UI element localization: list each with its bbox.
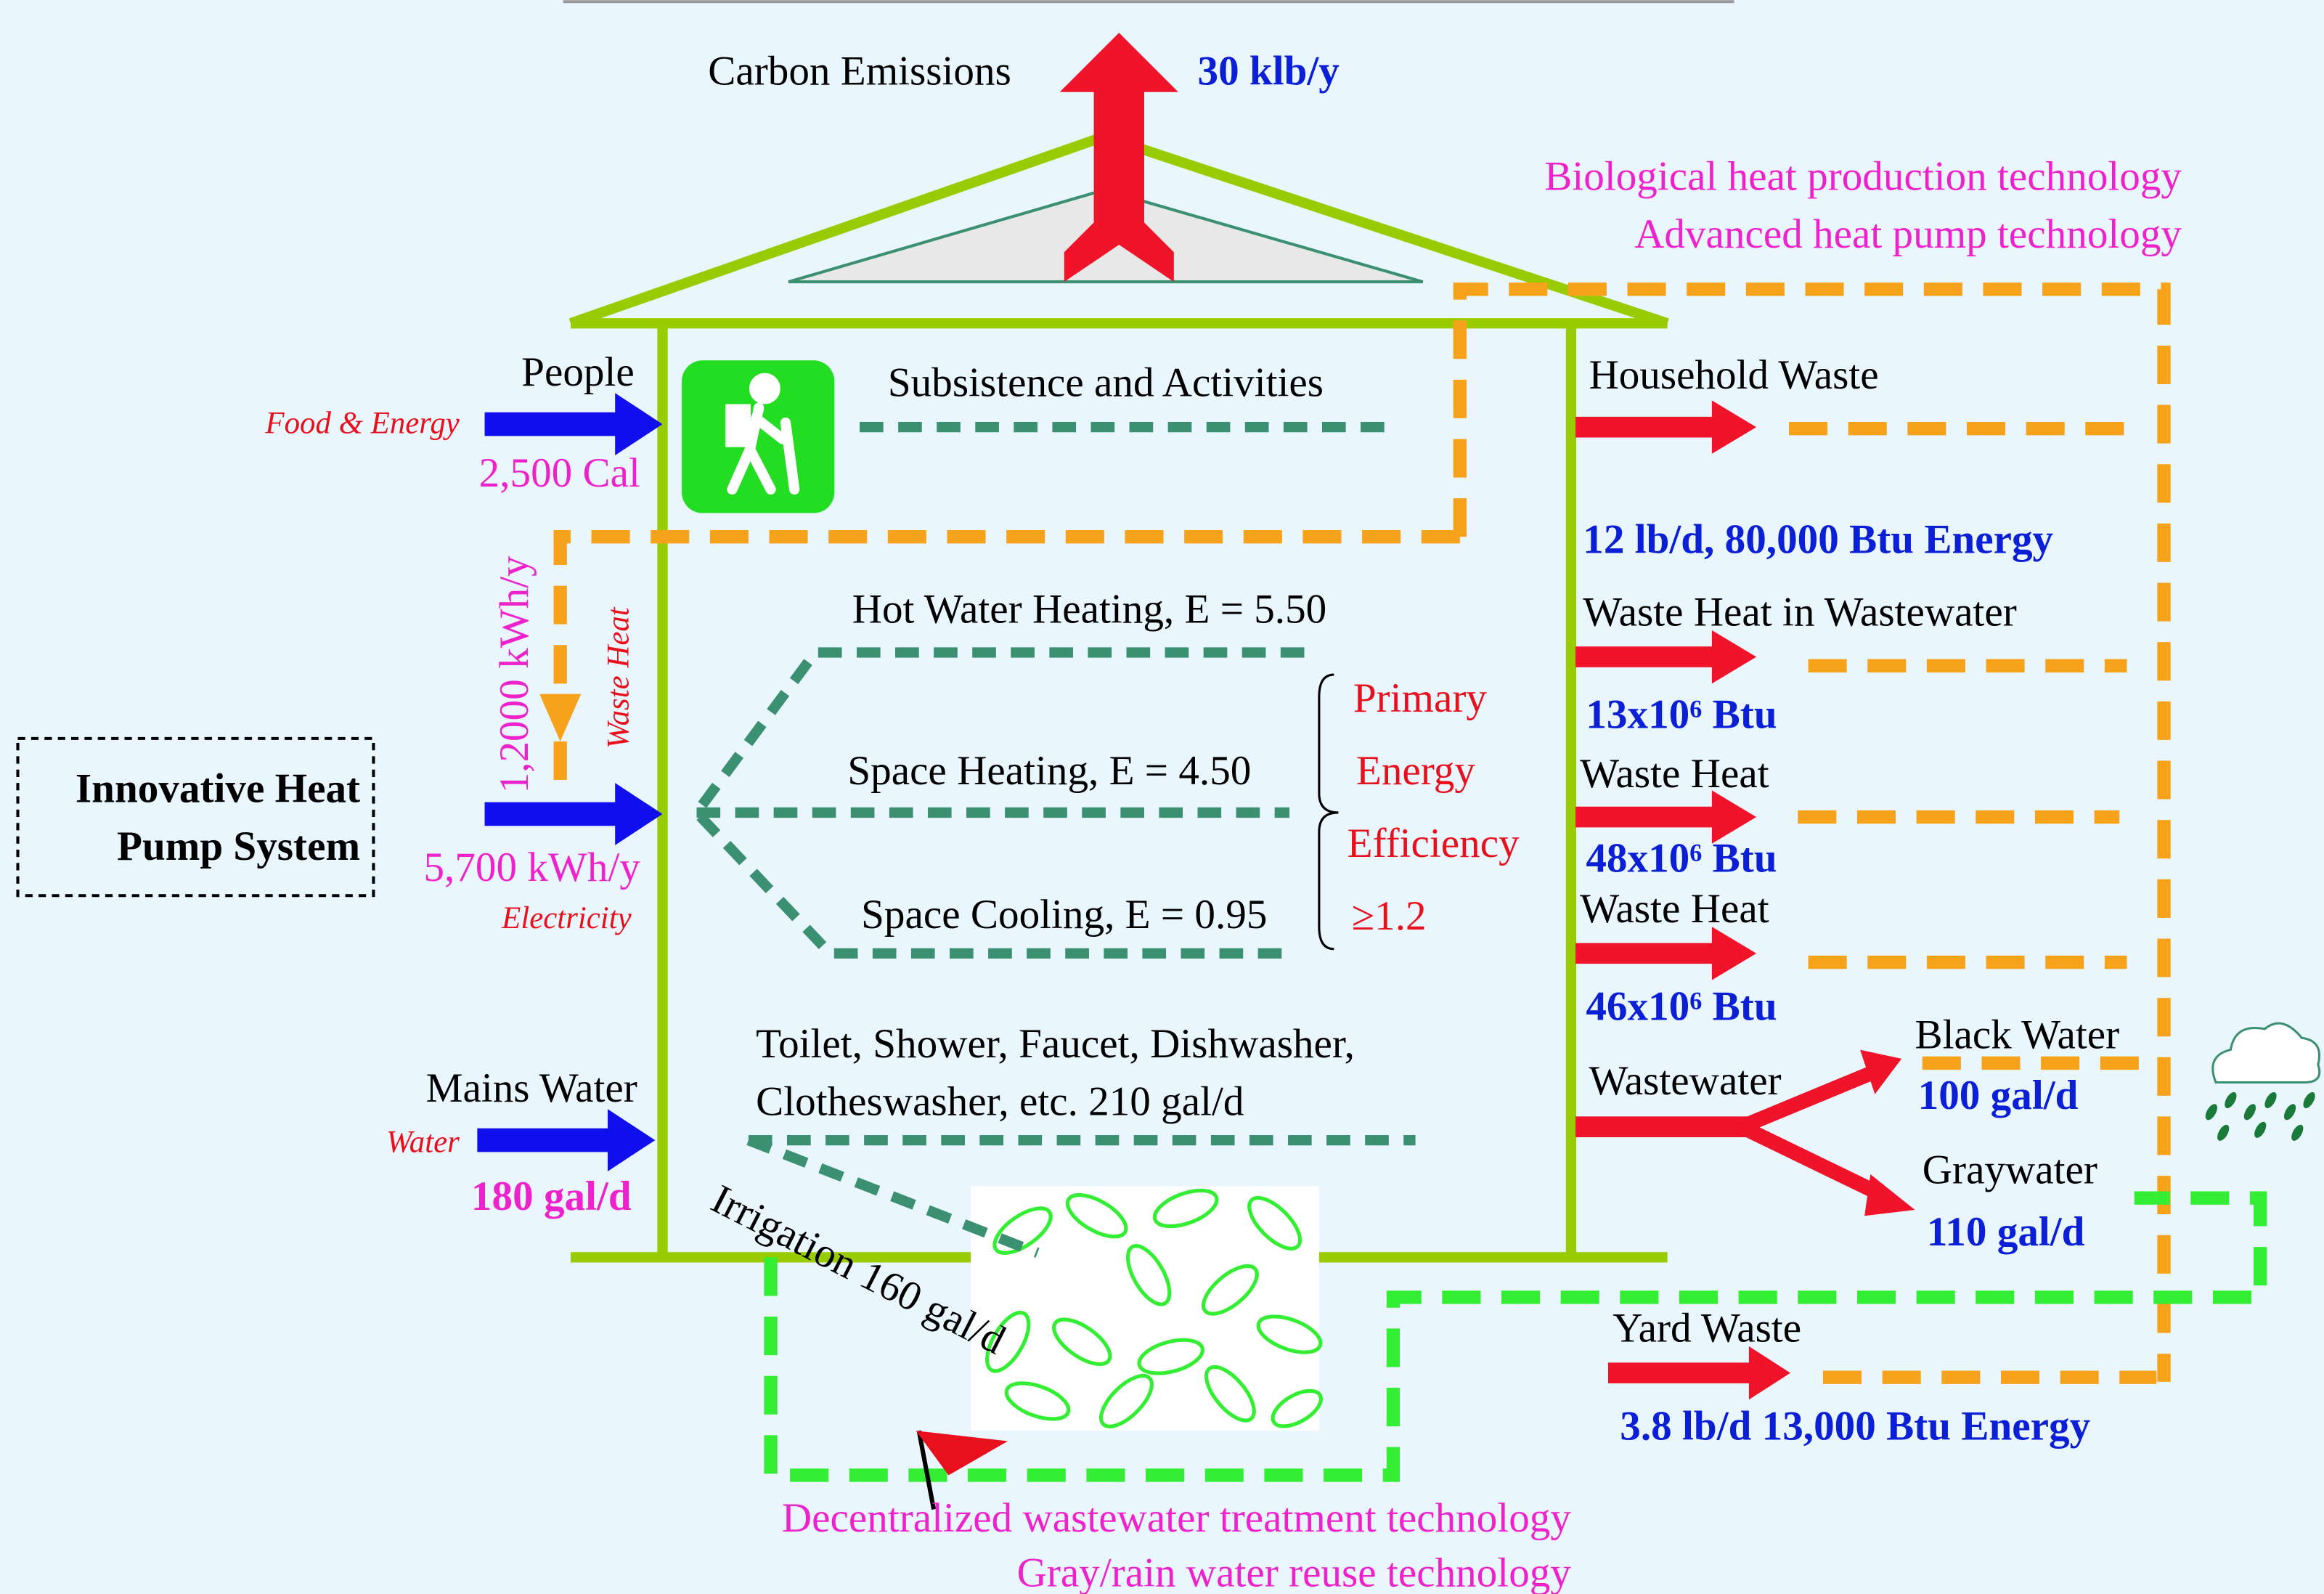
- heat-pump-label: Pump System: [117, 824, 360, 869]
- use-label: Space Cooling, E = 0.95: [861, 892, 1267, 938]
- electricity-kind: Electricity: [501, 901, 632, 935]
- use-label: Subsistence and Activities: [888, 359, 1324, 405]
- heat-pump-label: Innovative Heat: [76, 766, 360, 812]
- efficiency-label: ≥1.2: [1352, 893, 1427, 939]
- efficiency-label: Primary: [1353, 675, 1488, 721]
- carbon-label: Carbon Emissions: [708, 49, 1011, 94]
- output-label: Yard Waste: [1612, 1306, 1801, 1351]
- output-amount: 110 gal/d: [1927, 1209, 2085, 1255]
- water-use-label: Clotheswasher, etc. 210 gal/d: [756, 1078, 1244, 1124]
- water-use-label: Toilet, Shower, Faucet, Dishwasher,: [756, 1021, 1355, 1067]
- carbon-value: 30 klb/y: [1197, 49, 1340, 94]
- water-kind: Water: [386, 1125, 460, 1159]
- output-amount: 100 gal/d: [1918, 1073, 2079, 1118]
- people-amount: 2,500 Cal: [479, 450, 640, 496]
- output-amount: 46x10⁶ Btu: [1586, 984, 1777, 1030]
- technology: Decentralized wastewater treatment techn…: [782, 1495, 1571, 1541]
- output-amount: 13x10⁶ Btu: [1586, 692, 1777, 738]
- people-label: People: [521, 349, 635, 395]
- output-label: Waste Heat: [1580, 886, 1769, 932]
- waste-heat-kind: Waste Heat: [602, 606, 636, 749]
- waste-heat-amount: 1,2000 kWh/y: [492, 556, 537, 793]
- output-label: Waste Heat: [1580, 751, 1769, 797]
- use-label: Hot Water Heating, E = 5.50: [852, 587, 1327, 633]
- water-amount: 180 gal/d: [471, 1174, 632, 1219]
- electricity-amount: 5,700 kWh/y: [423, 845, 640, 890]
- output-label: Household Waste: [1589, 352, 1878, 398]
- output-amount: 48x10⁶ Btu: [1586, 836, 1777, 882]
- output-label: Waste Heat in Wastewater: [1583, 590, 2017, 635]
- efficiency-label: Efficiency: [1347, 821, 1520, 866]
- technology: Gray/rain water reuse technology: [1017, 1550, 1572, 1594]
- output-label: Black Water: [1915, 1012, 2120, 1058]
- efficiency-label: Energy: [1356, 748, 1475, 794]
- technology: Advanced heat pump technology: [1634, 211, 2182, 257]
- output-label: Graywater: [1923, 1147, 2097, 1192]
- diagram: Carbon Emissions 30 klb/y Biological hea…: [0, 0, 2324, 1594]
- output-amount: 3.8 lb/d 13,000 Btu Energy: [1620, 1403, 2090, 1449]
- technology: Biological heat production technology: [1544, 154, 2182, 200]
- garden: [971, 1186, 1319, 1431]
- output-label: Wastewater: [1589, 1058, 1781, 1104]
- page: Carbon Emissions 30 klb/y Biological hea…: [0, 0, 2324, 1594]
- water-label: Mains Water: [426, 1065, 637, 1111]
- people-kind: Food & Energy: [264, 406, 460, 440]
- use-label: Space Heating, E = 4.50: [847, 748, 1251, 794]
- output-amount: 12 lb/d, 80,000 Btu Energy: [1583, 517, 2053, 563]
